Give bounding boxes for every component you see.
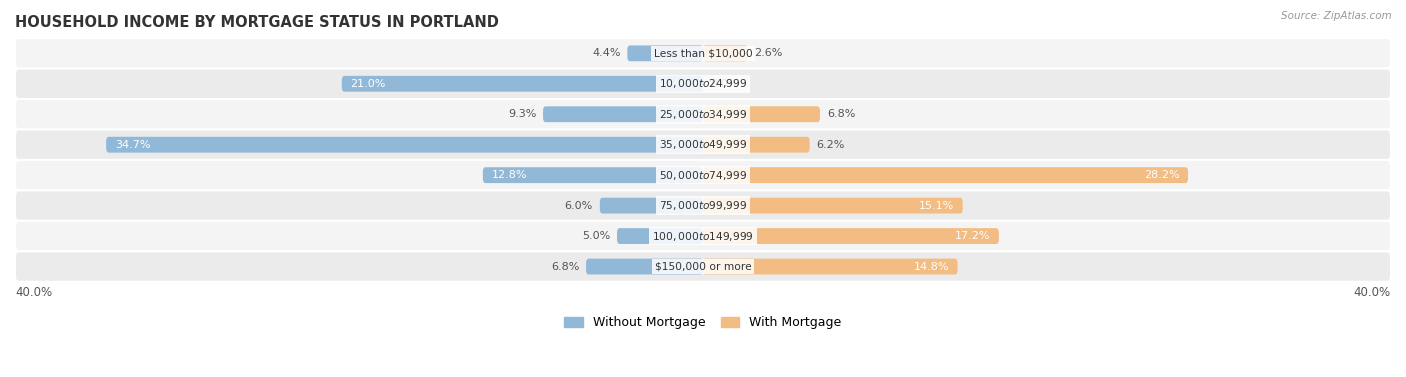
Text: $75,000 to $99,999: $75,000 to $99,999 [659, 199, 747, 212]
Legend: Without Mortgage, With Mortgage: Without Mortgage, With Mortgage [564, 316, 842, 329]
FancyBboxPatch shape [15, 69, 1391, 99]
Text: 6.8%: 6.8% [827, 109, 855, 119]
FancyBboxPatch shape [703, 45, 748, 61]
Text: $25,000 to $34,999: $25,000 to $34,999 [659, 108, 747, 121]
Text: $100,000 to $149,999: $100,000 to $149,999 [652, 230, 754, 242]
FancyBboxPatch shape [482, 167, 703, 183]
Text: 4.4%: 4.4% [592, 48, 620, 58]
Text: 6.2%: 6.2% [817, 140, 845, 150]
FancyBboxPatch shape [703, 167, 1188, 183]
FancyBboxPatch shape [617, 228, 703, 244]
FancyBboxPatch shape [15, 221, 1391, 251]
Text: 14.8%: 14.8% [914, 262, 949, 271]
Text: 40.0%: 40.0% [1354, 287, 1391, 299]
FancyBboxPatch shape [342, 76, 703, 92]
Text: 12.8%: 12.8% [492, 170, 527, 180]
FancyBboxPatch shape [703, 198, 963, 213]
Text: HOUSEHOLD INCOME BY MORTGAGE STATUS IN PORTLAND: HOUSEHOLD INCOME BY MORTGAGE STATUS IN P… [15, 15, 499, 30]
Text: 21.0%: 21.0% [350, 79, 385, 89]
FancyBboxPatch shape [586, 259, 703, 274]
Text: Less than $10,000: Less than $10,000 [654, 48, 752, 58]
Text: 2.6%: 2.6% [755, 48, 783, 58]
Text: 15.1%: 15.1% [920, 201, 955, 211]
FancyBboxPatch shape [15, 99, 1391, 129]
Text: 9.3%: 9.3% [508, 109, 536, 119]
FancyBboxPatch shape [600, 198, 703, 213]
FancyBboxPatch shape [627, 45, 703, 61]
FancyBboxPatch shape [703, 259, 957, 274]
FancyBboxPatch shape [543, 106, 703, 122]
Text: $35,000 to $49,999: $35,000 to $49,999 [659, 138, 747, 151]
FancyBboxPatch shape [15, 190, 1391, 221]
Text: $150,000 or more: $150,000 or more [655, 262, 751, 271]
FancyBboxPatch shape [703, 228, 998, 244]
Text: $10,000 to $24,999: $10,000 to $24,999 [659, 77, 747, 90]
Text: 0.0%: 0.0% [710, 79, 738, 89]
Text: $50,000 to $74,999: $50,000 to $74,999 [659, 169, 747, 182]
FancyBboxPatch shape [703, 106, 820, 122]
FancyBboxPatch shape [15, 38, 1391, 69]
FancyBboxPatch shape [15, 160, 1391, 190]
Text: 17.2%: 17.2% [955, 231, 990, 241]
Text: 34.7%: 34.7% [115, 140, 150, 150]
Text: 6.8%: 6.8% [551, 262, 579, 271]
Text: 5.0%: 5.0% [582, 231, 610, 241]
Text: Source: ZipAtlas.com: Source: ZipAtlas.com [1281, 11, 1392, 21]
Text: 40.0%: 40.0% [15, 287, 52, 299]
FancyBboxPatch shape [107, 137, 703, 153]
FancyBboxPatch shape [15, 251, 1391, 282]
FancyBboxPatch shape [703, 137, 810, 153]
Text: 28.2%: 28.2% [1144, 170, 1180, 180]
FancyBboxPatch shape [15, 129, 1391, 160]
Text: 6.0%: 6.0% [565, 201, 593, 211]
